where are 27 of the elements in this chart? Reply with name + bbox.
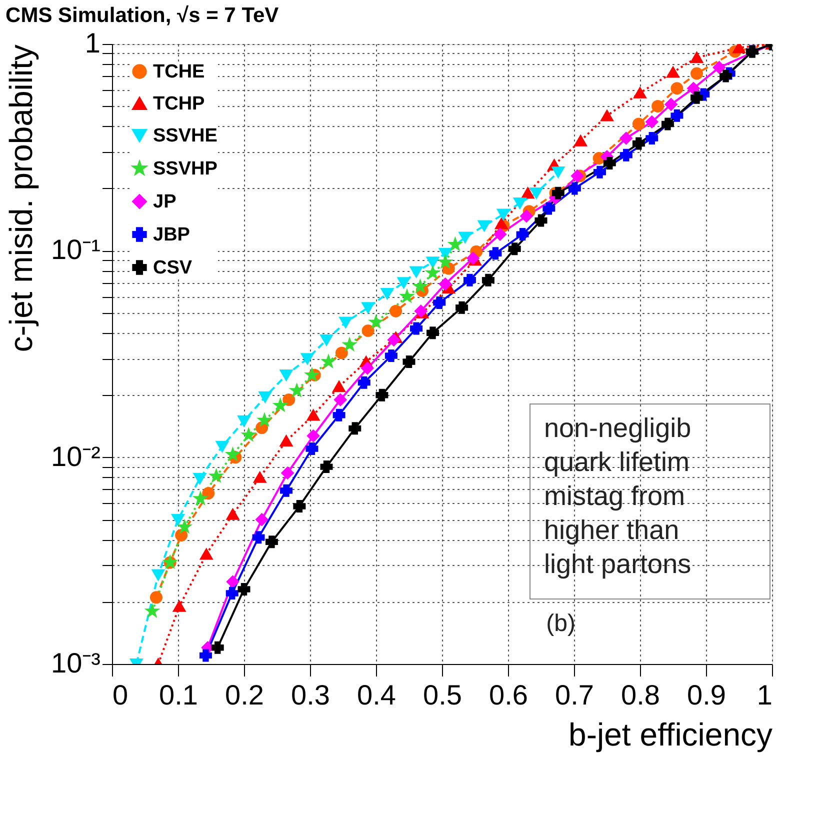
x-tick-label: 1 xyxy=(756,680,772,710)
x-tick-label: 0.9 xyxy=(687,680,726,710)
annotation: non-negligib quark lifetim mistag from higher than light partons xyxy=(544,413,692,579)
x-tick-label: 0 xyxy=(112,680,128,710)
legend-label: JP xyxy=(153,192,177,212)
legend-label: TCHP xyxy=(153,94,206,114)
x-tick-label: 0.4 xyxy=(357,680,396,710)
x-tick-label: 0.1 xyxy=(159,680,198,710)
x-tick-label: 0.8 xyxy=(621,680,660,710)
x-tick-label: 0.6 xyxy=(489,680,528,710)
y-tick-label: 10⁻¹ xyxy=(51,234,100,266)
annotation: (b) xyxy=(546,610,576,637)
legend-label: SSVHP xyxy=(153,158,218,180)
x-tick-label: 0.7 xyxy=(555,680,594,710)
y-axis-title: c-jet misid. probability xyxy=(3,44,40,352)
legend-label: SSVHE xyxy=(153,126,218,146)
x-axis-title: b-jet efficiency xyxy=(568,716,772,752)
legend-label: TCHE xyxy=(153,62,205,82)
x-tick-label: 0.2 xyxy=(225,680,264,710)
y-tick-label: 10⁻³ xyxy=(51,648,100,678)
x-tick-label: 0.5 xyxy=(423,680,462,710)
legend-label: JBP xyxy=(153,224,190,246)
chart-title: CMS Simulation, √s = 7 TeV xyxy=(6,4,279,27)
x-tick-label: 0.3 xyxy=(291,680,330,710)
legend-label: CSV xyxy=(153,258,192,278)
y-tick-label: 1 xyxy=(84,28,100,58)
y-tick-label: 10⁻² xyxy=(51,440,100,472)
